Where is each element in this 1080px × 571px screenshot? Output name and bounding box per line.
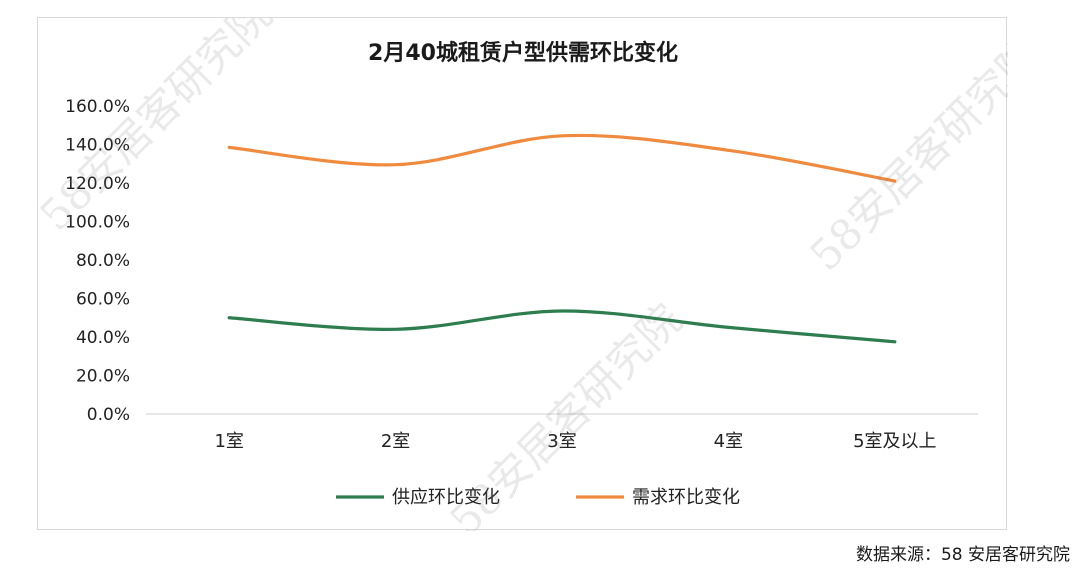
x-tick-label: 1室	[214, 431, 243, 452]
y-tick-label: 140.0%	[65, 136, 130, 156]
series-line-2	[227, 133, 897, 183]
legend-label-1: 供应环比变化	[392, 487, 500, 508]
watermark-2: 58安居客研究院	[800, 29, 1008, 280]
watermark-1: 58安居客研究院	[38, 18, 281, 240]
x-tick-label: 3室	[547, 431, 576, 452]
y-tick-label: 100.0%	[65, 213, 130, 233]
source-note: 数据来源：58 安居客研究院	[855, 545, 1070, 565]
y-tick-label: 80.0%	[76, 251, 130, 271]
x-tick-label: 4室	[714, 431, 743, 452]
y-tick-label: 60.0%	[76, 290, 130, 310]
y-tick-label: 40.0%	[76, 328, 130, 348]
series-line-1	[227, 309, 897, 344]
legend-label-2: 需求环比变化	[632, 487, 740, 508]
x-tick-label: 2室	[381, 431, 410, 452]
y-tick-label: 120.0%	[65, 174, 130, 194]
y-tick-label: 20.0%	[76, 367, 130, 387]
y-tick-label: 0.0%	[87, 405, 130, 425]
chart-frame: 2月40城租赁户型供需环比变化 0.0% 20.0% 40.0% 60.0% 80.0% 1…	[37, 17, 1008, 531]
line-chart: 2月40城租赁户型供需环比变化 0.0% 20.0% 40.0% 60.0% 80.0% 1…	[38, 18, 1008, 531]
x-tick-label: 5室及以上	[853, 431, 936, 452]
y-tick-label: 160.0%	[65, 97, 130, 117]
chart-title: 2月40城租赁户型供需环比变化	[368, 40, 678, 66]
